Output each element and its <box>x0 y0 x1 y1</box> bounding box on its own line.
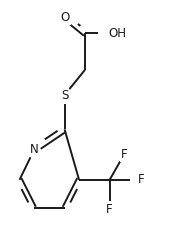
Text: S: S <box>61 89 68 101</box>
Text: F: F <box>121 148 127 161</box>
Text: N: N <box>30 144 38 156</box>
Text: F: F <box>106 203 113 216</box>
Text: O: O <box>61 11 70 24</box>
Text: OH: OH <box>109 27 127 40</box>
Text: F: F <box>138 173 144 186</box>
